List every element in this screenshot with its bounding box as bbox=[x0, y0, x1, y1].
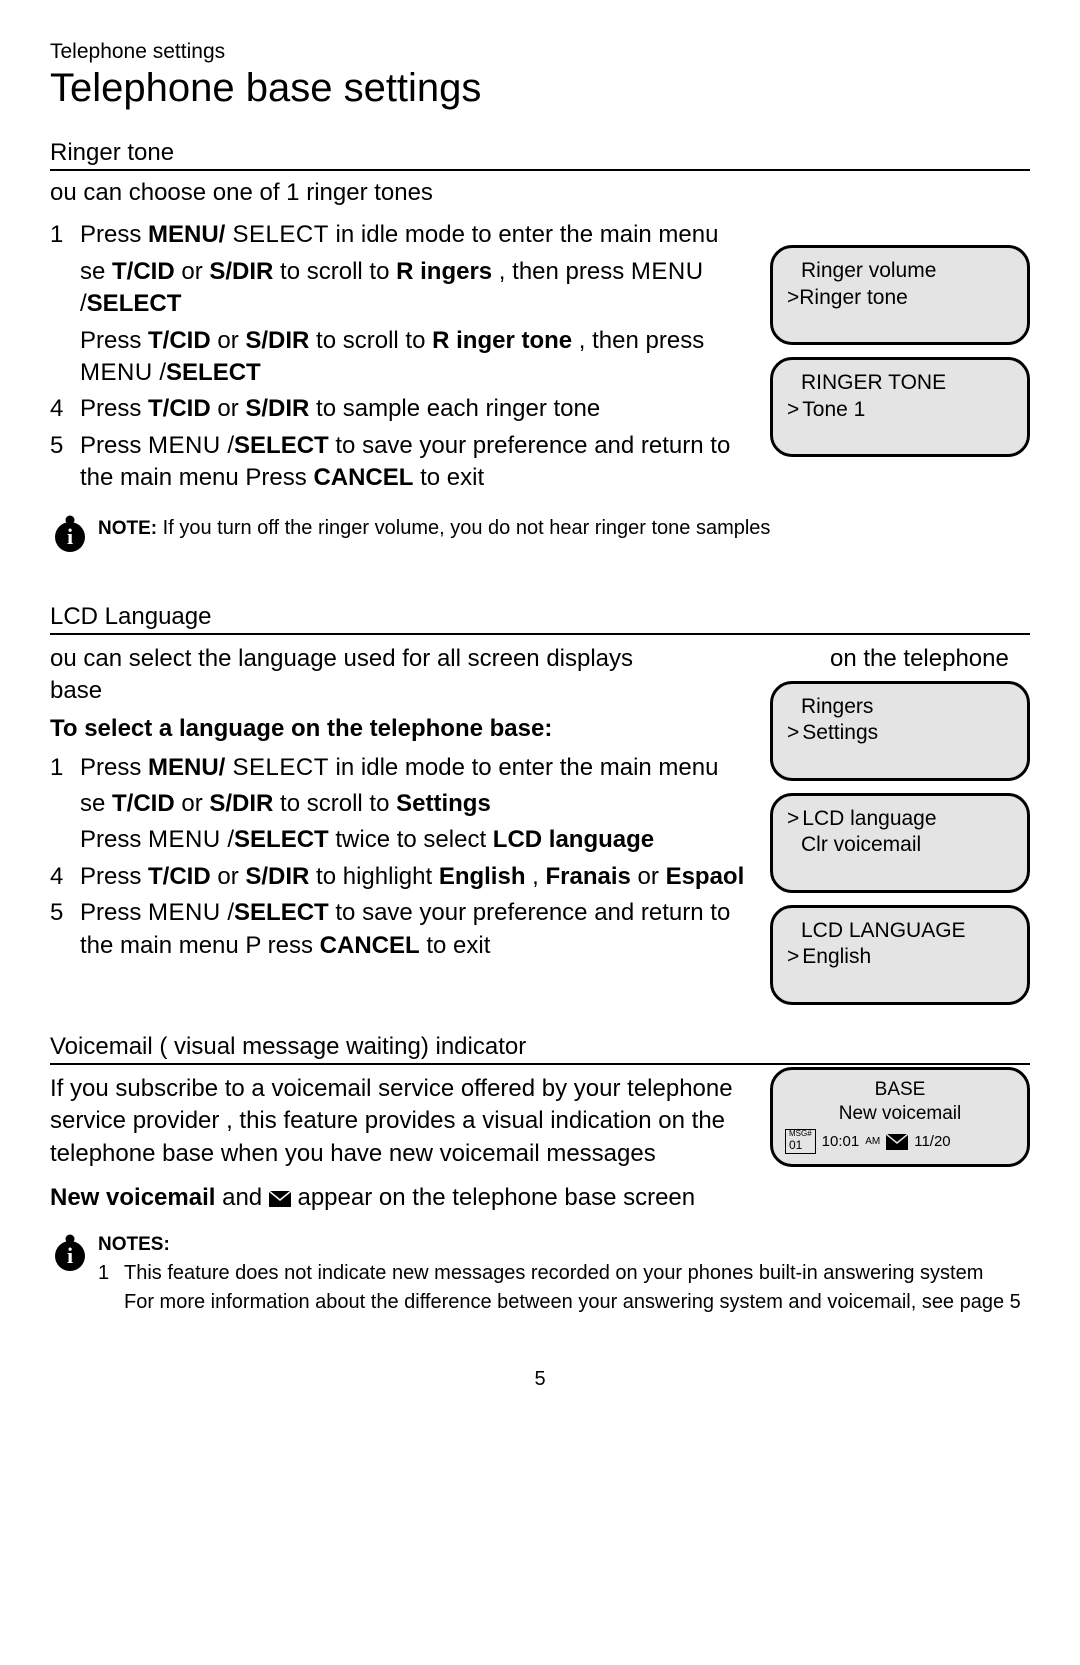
section-ringer-tone-heading: Ringer tone bbox=[50, 139, 1030, 171]
step-item: 5Press MENU /SELECT to save your prefere… bbox=[50, 430, 748, 495]
lcdlang-steps: 1Press MENU/ SELECT in idle mode to ente… bbox=[50, 752, 748, 962]
step-item: 1Press MENU/ SELECT in idle mode to ente… bbox=[50, 219, 748, 251]
lcd-line: BASE bbox=[785, 1078, 1015, 1102]
lcd-line: English bbox=[787, 944, 1013, 970]
svg-text:i: i bbox=[67, 1243, 73, 1268]
step-item: se T/CID or S/DIR to scroll to SettingsP… bbox=[50, 788, 748, 857]
envelope-icon bbox=[269, 1191, 291, 1207]
lcd-line: RINGER TONE bbox=[787, 370, 1013, 396]
lcd-ringer-volume: Ringer volume >Ringer tone bbox=[770, 245, 1030, 345]
page-title: Telephone base settings bbox=[50, 66, 1030, 111]
ringer-steps: 1Press MENU/ SELECT in idle mode to ente… bbox=[50, 219, 748, 494]
step-item: 1Press MENU/ SELECT in idle mode to ente… bbox=[50, 752, 748, 784]
envelope-icon bbox=[886, 1134, 908, 1150]
lcd-line: New voicemail bbox=[785, 1102, 1015, 1126]
info-icon: i bbox=[50, 1234, 90, 1274]
lcd-lang-intro-base: base bbox=[50, 675, 748, 707]
step-item: 4Press T/CID or S/DIR to highlight Engli… bbox=[50, 861, 748, 893]
section-voicemail-heading: Voicemail ( visual message waiting) indi… bbox=[50, 1033, 1030, 1065]
info-icon: i bbox=[50, 515, 90, 555]
lcd-ringer-tone: RINGER TONE Tone 1 bbox=[770, 357, 1030, 457]
lcd-voicemail: BASE New voicemail MSG#01 10:01 AM 11/20 bbox=[770, 1067, 1030, 1168]
step-item: se T/CID or S/DIR to scroll to R ingers … bbox=[50, 256, 748, 390]
lcd-line: Settings bbox=[787, 720, 1013, 746]
lcd-line: Tone 1 bbox=[787, 397, 1013, 423]
voicemail-para: If you subscribe to a voicemail service … bbox=[50, 1073, 748, 1170]
lcd-settings: Ringers Settings bbox=[770, 681, 1030, 781]
page-number: 5 bbox=[50, 1368, 1030, 1391]
lcd-line: LCD LANGUAGE bbox=[787, 918, 1013, 944]
lcd-line: Ringers bbox=[787, 694, 1013, 720]
lcd-line: Ringer volume bbox=[787, 258, 1013, 284]
lcd-language-menu: LCD language Clr voicemail bbox=[770, 793, 1030, 893]
voicemail-line2: New voicemail and appear on the telephon… bbox=[50, 1182, 1030, 1214]
lcd-line: >Ringer tone bbox=[787, 285, 1013, 311]
section-lcd-language-heading: LCD Language bbox=[50, 603, 1030, 635]
lcd-line: LCD language bbox=[787, 806, 1013, 832]
lcd-lang-intro-right: on the telephone bbox=[830, 643, 1030, 675]
step-item: 5Press MENU /SELECT to save your prefere… bbox=[50, 897, 748, 962]
lcd-status-row: MSG#01 10:01 AM 11/20 bbox=[785, 1129, 1015, 1154]
voicemail-notes: 1This feature does not indicate new mess… bbox=[98, 1260, 1030, 1316]
lcd-language-select: LCD LANGUAGE English bbox=[770, 905, 1030, 1005]
notes-label: NOTES: bbox=[98, 1234, 1030, 1256]
msg-count-box: MSG#01 bbox=[785, 1129, 816, 1154]
lcd-lang-subheading: To select a language on the telephone ba… bbox=[50, 713, 748, 745]
note-item: For more information about the differenc… bbox=[98, 1289, 1030, 1316]
lcd-line: Clr voicemail bbox=[787, 832, 1013, 858]
note-item: 1This feature does not indicate new mess… bbox=[98, 1260, 1030, 1287]
breadcrumb: Telephone settings bbox=[50, 40, 1030, 64]
ringer-intro: ou can choose one of 1 ringer tones bbox=[50, 177, 1030, 209]
lcd-lang-intro: ou can select the language used for all … bbox=[50, 643, 808, 675]
step-item: 4Press T/CID or S/DIR to sample each rin… bbox=[50, 393, 748, 425]
ringer-note: NOTE: If you turn off the ringer volume,… bbox=[98, 515, 770, 542]
svg-text:i: i bbox=[67, 524, 73, 549]
